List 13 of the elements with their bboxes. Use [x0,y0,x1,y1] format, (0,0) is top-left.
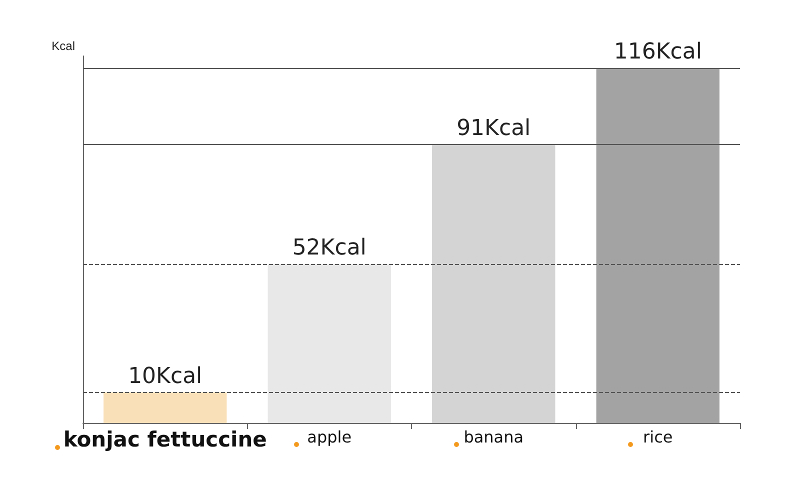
bar [268,264,391,423]
data-label: 10Kcal [128,364,202,389]
x-tick-label: banana [464,428,524,446]
bar [596,68,720,423]
data-label: 91Kcal [456,116,531,142]
bar [432,144,556,423]
y-axis-title: Kcal [52,39,75,53]
x-tick-label: rice [643,428,673,446]
data-label: 52Kcal [292,235,366,260]
data-label: 116Kcal [614,40,702,65]
bar [104,392,227,423]
x-tick-label: apple [307,428,352,446]
x-tick-label: konjac fettuccine [63,428,267,452]
